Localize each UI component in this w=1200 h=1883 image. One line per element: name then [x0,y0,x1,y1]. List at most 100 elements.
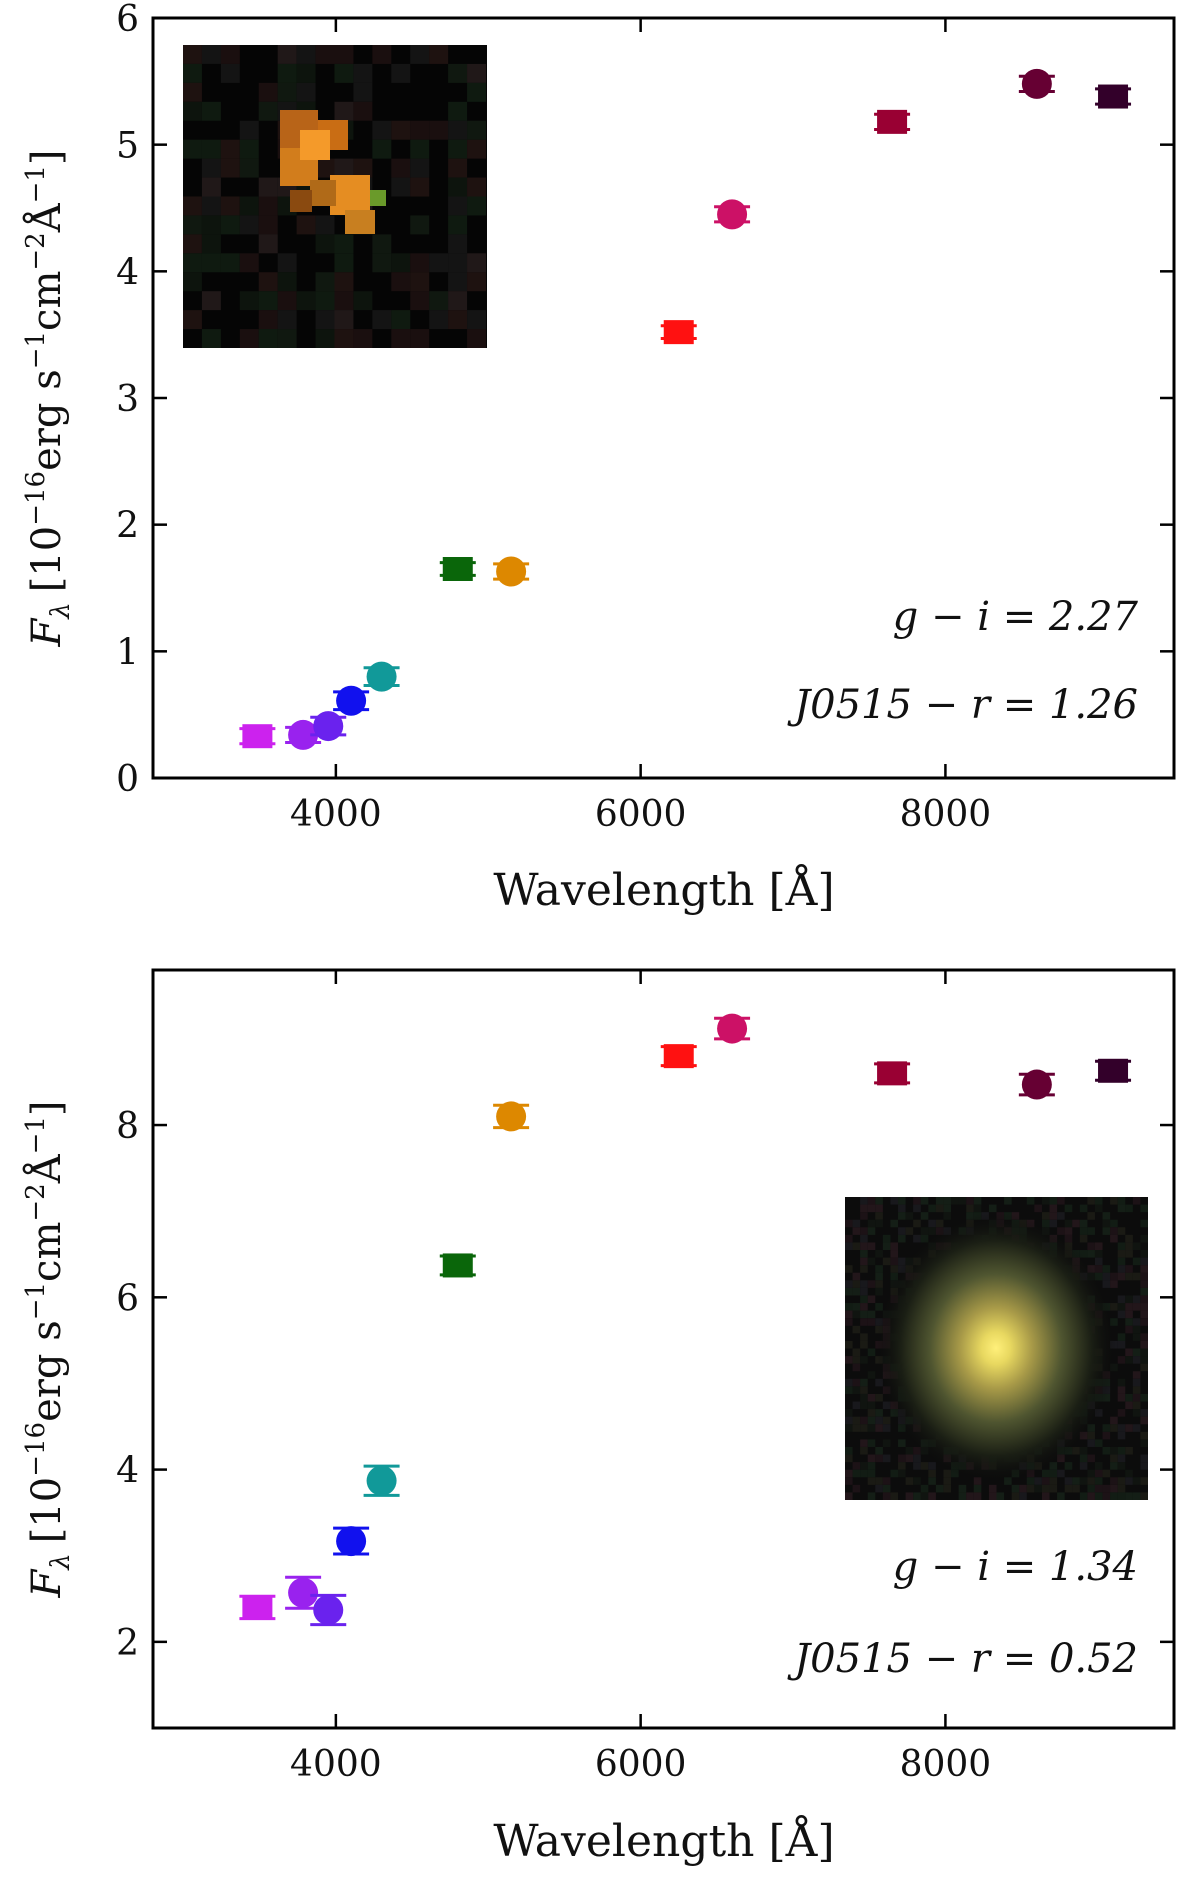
data-point-J0410 [336,1526,367,1557]
inset-pixel [958,1484,967,1493]
inset-pixel [1125,1310,1133,1319]
y-tick-label: 2 [116,506,139,547]
inset-pixel [334,272,354,292]
inset-pixel [852,1424,861,1432]
inset-pixel [183,310,202,330]
inset-pixel [860,1446,868,1455]
inset-pixel [1041,1469,1050,1478]
inset-pixel [1132,1492,1141,1500]
inset-pixel [852,1386,861,1394]
inset-pixel [1125,1492,1133,1500]
ylabel-unit: Å [23,202,70,233]
ylabel-scale: [10 [24,526,70,593]
inset-pixel [1079,1446,1088,1455]
inset-pixel [1094,1492,1103,1500]
inset-pixel [852,1416,861,1425]
inset-pixel [1140,1250,1148,1258]
inset-pixel [1064,1484,1073,1493]
inset-pixel [973,1204,982,1213]
inset-pixel [1041,1492,1050,1500]
inset-pixel [1087,1439,1095,1447]
data-point-zSDSS [1098,84,1129,109]
color-index-annotation: J0515 − r = 1.26 [787,682,1138,728]
inset-pixel [951,1197,959,1205]
inset-pixel [183,101,202,121]
inset-pixel [1125,1272,1133,1281]
inset-pixel [1110,1492,1118,1500]
inset-pixel [410,272,430,292]
inset-pixel [1087,1484,1095,1493]
inset-pixel [1034,1204,1042,1213]
inset-pixel [898,1197,906,1205]
inset-pixel [277,272,297,292]
inset-pixel [448,215,468,235]
inset-pixel [410,158,430,178]
inset-pixel [943,1212,952,1220]
inset-pixel [391,329,411,348]
inset-pixel [845,1303,853,1311]
svg-text:Fλ[10−16erg s−1cm−2Å−1]: Fλ[10−16erg s−1cm−2Å−1] [21,1100,76,1598]
inset-pixel [1132,1333,1141,1341]
inset-pixel [1117,1295,1126,1304]
inset-pixel [448,272,468,292]
inset-pixel [1110,1303,1118,1311]
inset-pixel [410,177,430,197]
inset-pixel [845,1378,853,1387]
inset-pixel [1079,1227,1088,1235]
inset-pixel [372,253,392,273]
inset-pixel [448,63,468,83]
inset-pixel [890,1492,899,1500]
inset-pixel [882,1492,891,1500]
inset-pixel [410,329,430,348]
inset-pixel [845,1416,853,1425]
inset-pixel [882,1484,891,1493]
inset-pixel [920,1212,929,1220]
inset-pixel [875,1378,883,1387]
inset-pixel [239,120,259,140]
inset-pixel [860,1439,868,1447]
inset-pixel [860,1197,868,1205]
data-point-J0515 [496,1101,527,1132]
inset-pixel [852,1242,861,1251]
inset-pixel [1117,1272,1126,1281]
inset-pixel [1140,1333,1148,1341]
inset-pixel [1110,1227,1118,1235]
inset-pixel [1094,1204,1103,1213]
inset-pixel [201,253,221,273]
inset-pixel [448,120,468,140]
inset-pixel [1125,1469,1133,1478]
inset-pixel [867,1242,876,1251]
inset-pixel [258,291,278,311]
inset-pixel [1079,1462,1088,1470]
inset-pixel [845,1356,853,1364]
inset-pixel [852,1484,861,1493]
inset-pixel [467,253,486,273]
inset-pixel [882,1234,891,1243]
inset-pixel [1102,1424,1111,1432]
inset-pixel [1102,1265,1111,1273]
inset-pixel [913,1197,921,1205]
inset-pixel [1094,1272,1103,1281]
inset-pixel [867,1371,876,1379]
color-index-annotation: J0515 − r = 0.52 [787,1636,1138,1682]
y-tick-label: 4 [116,252,139,293]
inset-pixel [1117,1227,1126,1235]
inset-pixel [1102,1227,1111,1235]
inset-pixel [391,158,411,178]
inset-pixel [1140,1204,1148,1213]
inset-pixel [1140,1280,1148,1288]
inset-pixel [1064,1462,1073,1470]
inset-pixel [1140,1234,1148,1243]
galaxy-cutout-image [845,1197,1148,1500]
inset-pixel [1049,1212,1058,1220]
inset-pixel [1140,1363,1148,1372]
inset-pixel [1110,1462,1118,1470]
inset-pixel [258,177,278,197]
inset-pixel [898,1257,906,1266]
inset-pixel [239,329,259,348]
inset-pixel [315,310,335,330]
inset-pixel [875,1409,883,1417]
inset-pixel [1140,1272,1148,1281]
inset-pixel [1125,1446,1133,1455]
inset-pixel [1132,1393,1141,1402]
